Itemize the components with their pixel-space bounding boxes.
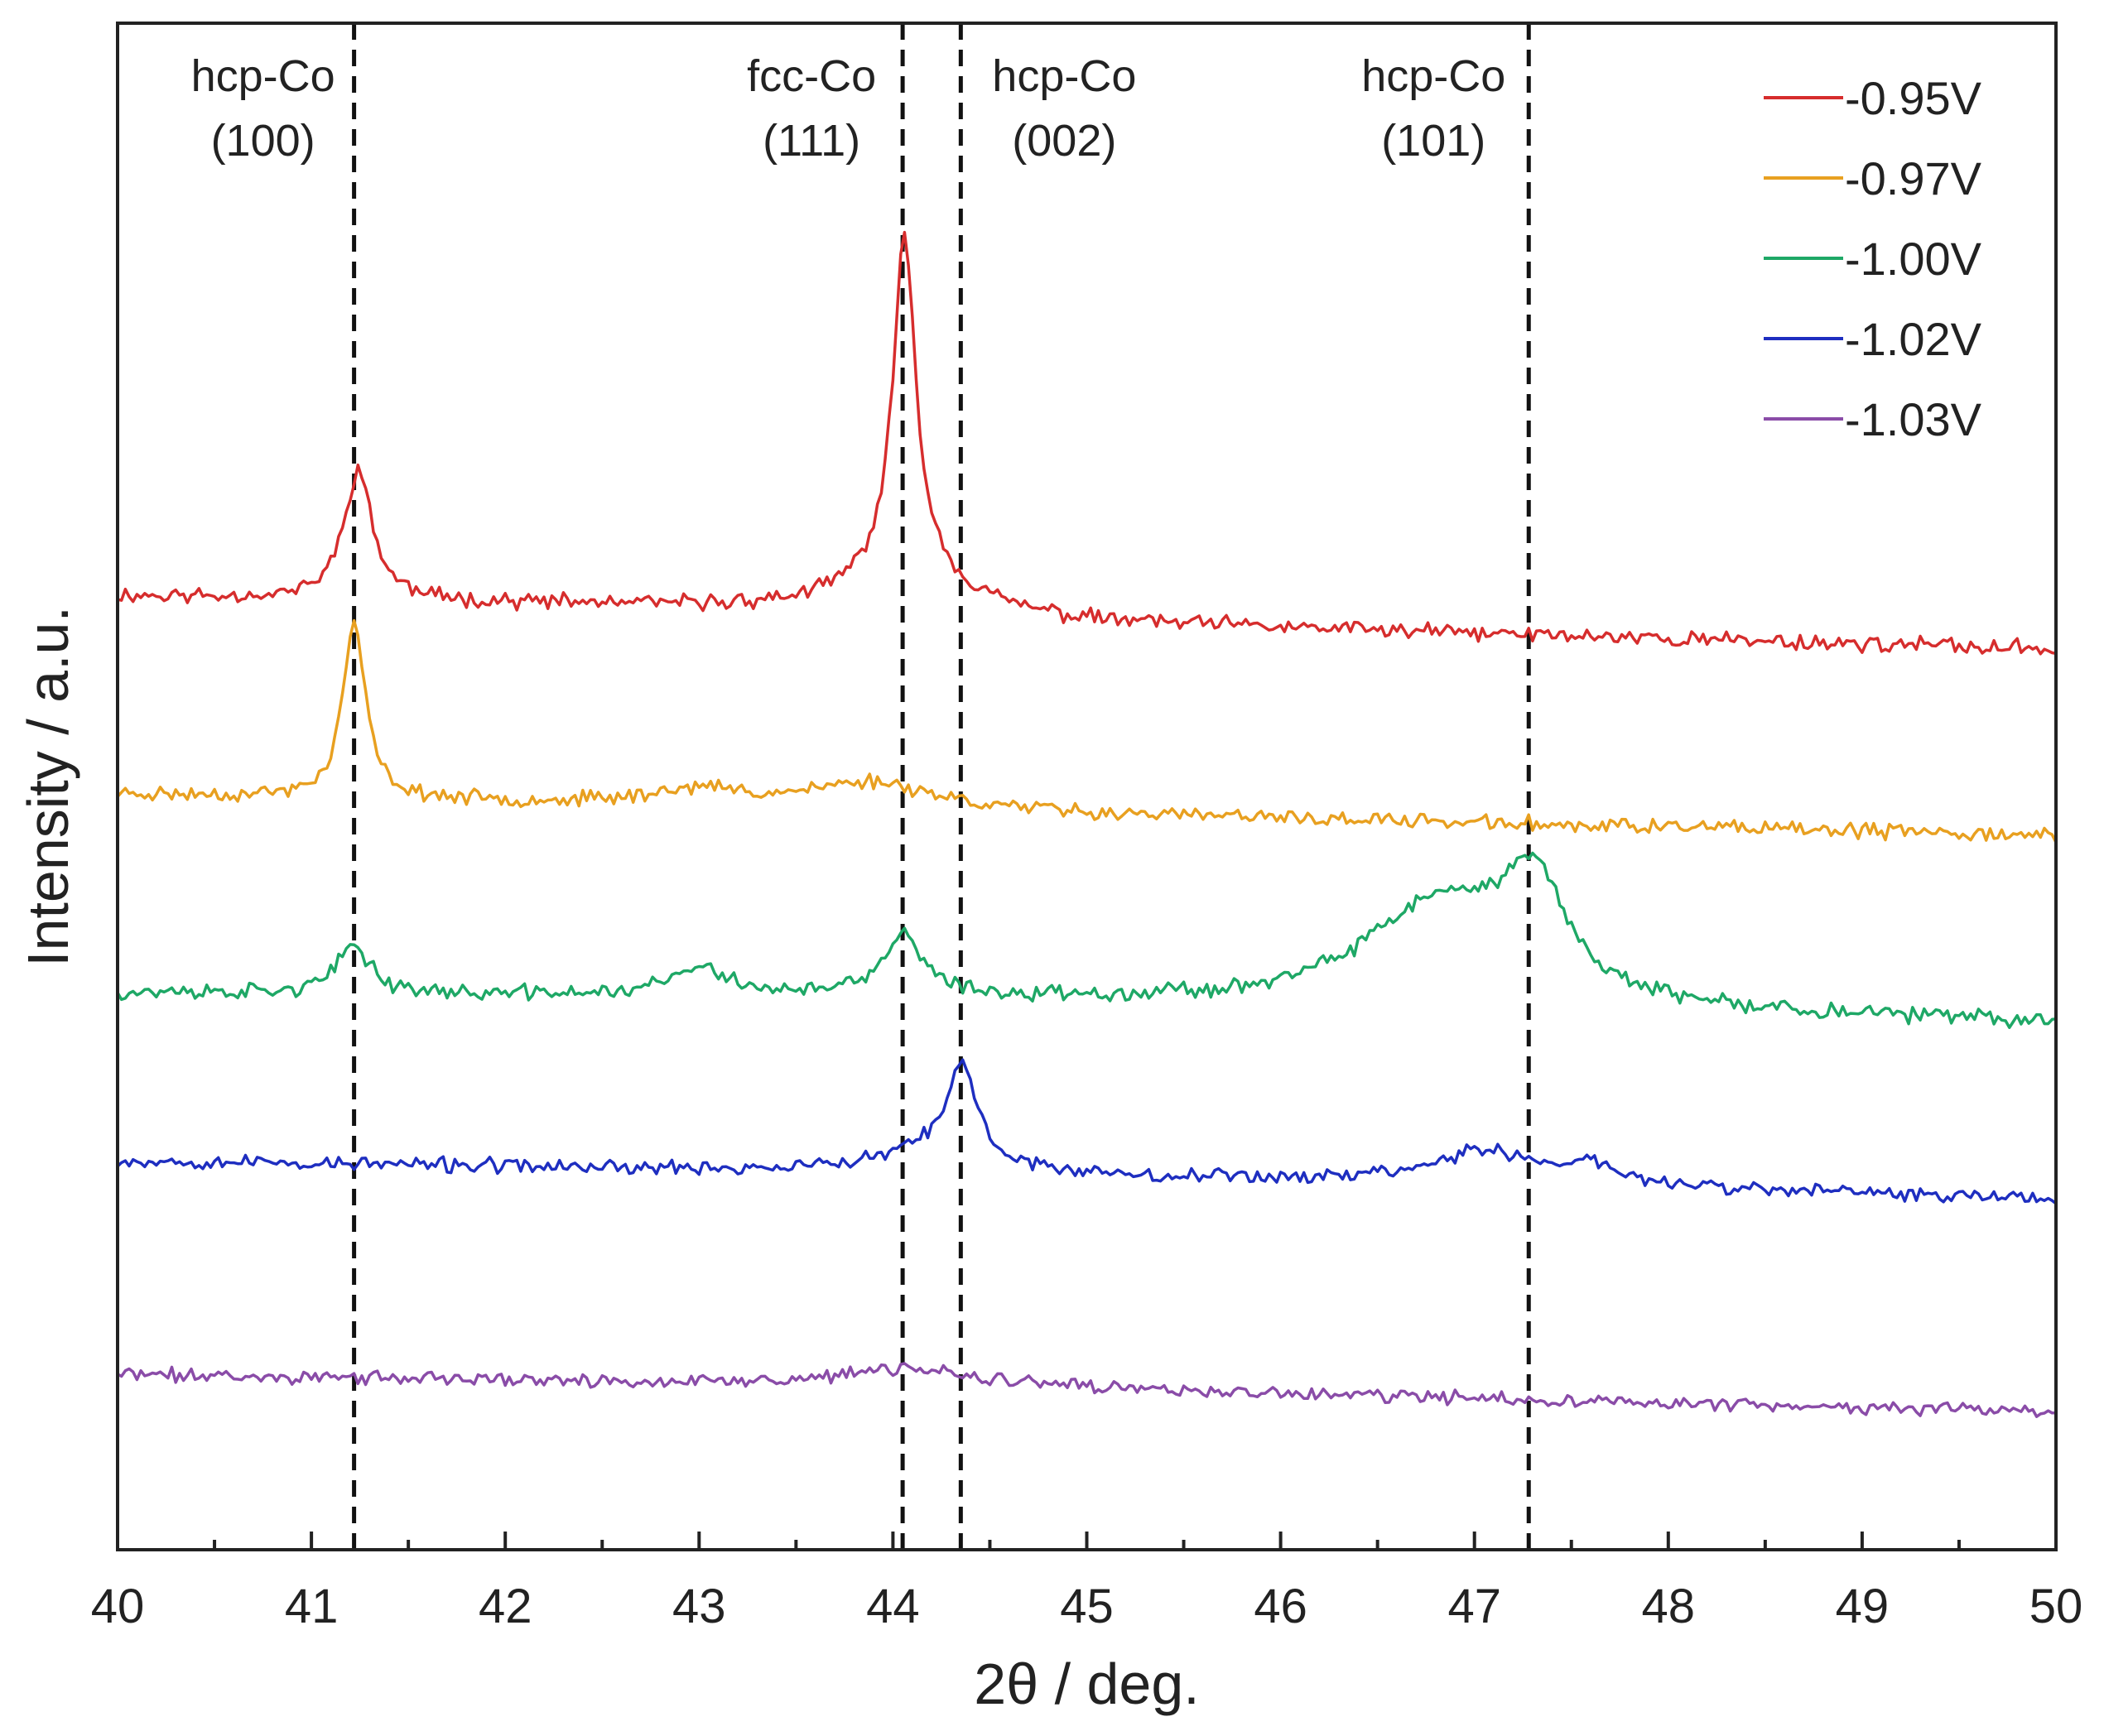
reference-plane-label: (002): [1012, 116, 1116, 166]
x-tick-label: 48: [1642, 1580, 1696, 1633]
reference-phase-label: fcc-Co: [747, 51, 876, 101]
series-line: [117, 1362, 2056, 1418]
legend-label: -0.95V: [1845, 72, 1982, 124]
reference-plane-label: (100): [211, 116, 315, 166]
x-tick-label: 45: [1060, 1580, 1114, 1633]
x-tick-label: 43: [672, 1580, 726, 1633]
legend-label: -1.00V: [1845, 233, 1982, 285]
series-layer: [116, 230, 2058, 1418]
reference-plane-label: (111): [763, 116, 860, 166]
series-line: [116, 1058, 2058, 1205]
reference-plane-label: (101): [1381, 116, 1485, 166]
y-axis-label: Intensity / a.u.: [16, 606, 80, 967]
x-tick-label: 41: [285, 1580, 339, 1633]
x-tick-label: 50: [2029, 1580, 2083, 1633]
series-line: [117, 230, 2057, 656]
x-tick-label: 46: [1254, 1580, 1307, 1633]
x-tick-label: 42: [479, 1580, 532, 1633]
x-tick-label: 40: [91, 1580, 145, 1633]
legend-label: -0.97V: [1845, 152, 1982, 204]
x-tick-label: 44: [866, 1580, 920, 1633]
x-axis-label: 2θ / deg.: [974, 1652, 1199, 1716]
legend: -0.95V -0.97V -1.00V -1.02V -1.03V: [1764, 72, 1982, 445]
x-tick-label: 49: [1836, 1580, 1890, 1633]
series-line: [116, 851, 2057, 1029]
reference-phase-label: hcp-Co: [191, 51, 335, 101]
reference-labels: hcp-Co (100) fcc-Co (111) hcp-Co (002) hcp-Co (…: [191, 51, 1506, 166]
reference-lines: [352, 23, 1531, 1550]
x-axis-ticks: 40 41 42 43 44 45 46 47 48 49 50: [91, 1532, 2083, 1633]
reference-phase-label: hcp-Co: [1361, 51, 1505, 101]
legend-label: -1.02V: [1845, 313, 1982, 365]
series-line: [116, 618, 2058, 844]
reference-phase-label: hcp-Co: [992, 51, 1136, 101]
x-tick-label: 47: [1447, 1580, 1501, 1633]
legend-label: -1.03V: [1845, 393, 1982, 445]
